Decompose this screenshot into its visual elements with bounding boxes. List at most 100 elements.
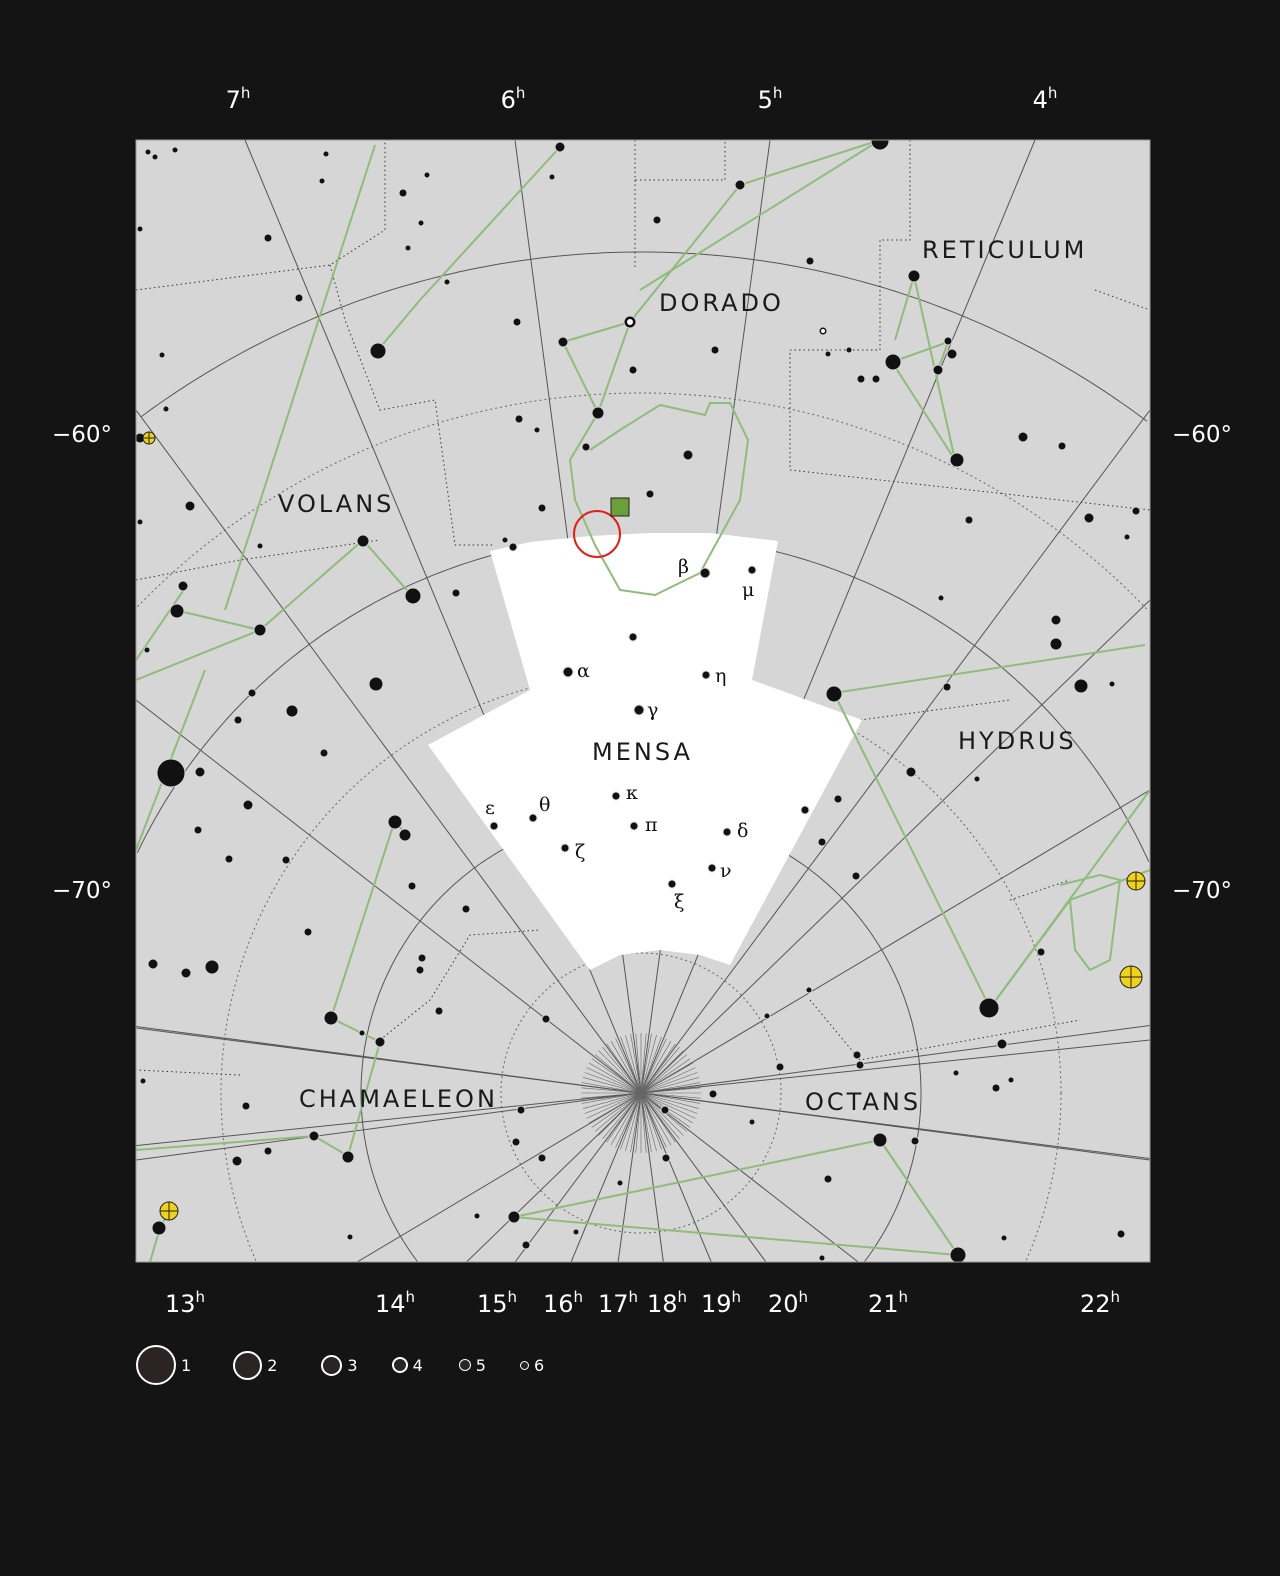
star xyxy=(162,405,170,413)
star-size-icon xyxy=(321,1354,343,1376)
label-hydrus: HYDRUS xyxy=(958,727,1077,755)
star xyxy=(710,345,720,355)
star xyxy=(356,534,370,548)
mensa-region xyxy=(428,533,862,970)
boundary xyxy=(1094,289,1150,311)
star xyxy=(537,1153,547,1163)
star xyxy=(1116,1229,1126,1239)
star xyxy=(652,215,662,225)
ra-line xyxy=(466,599,1150,1262)
ra-line-minor xyxy=(581,1082,642,1094)
star xyxy=(514,414,524,424)
star-label-xi: ξ xyxy=(674,891,684,913)
constellation-line xyxy=(224,144,376,611)
star xyxy=(991,1083,1001,1093)
star xyxy=(1123,533,1131,541)
star xyxy=(855,1060,865,1070)
star xyxy=(591,406,605,420)
ra-line xyxy=(356,789,1150,1262)
variable-star-center xyxy=(627,319,633,325)
star xyxy=(572,1228,580,1236)
star xyxy=(1036,947,1046,957)
star xyxy=(180,967,192,979)
star xyxy=(374,1036,386,1048)
star-label-gamma: γ xyxy=(647,699,658,721)
star xyxy=(508,542,518,552)
star xyxy=(511,1137,521,1147)
star xyxy=(937,594,945,602)
ra-line-minor xyxy=(630,1092,642,1153)
stars xyxy=(136,140,1141,1262)
ra-label-5h: 5h xyxy=(757,84,783,114)
star xyxy=(943,336,953,346)
star xyxy=(763,1012,771,1020)
star xyxy=(661,1153,671,1163)
star xyxy=(368,676,384,692)
star xyxy=(707,863,717,873)
declination-circle-minor xyxy=(1025,1093,1062,1261)
boundary xyxy=(859,699,1011,721)
boundary xyxy=(136,1069,241,1076)
boundary xyxy=(1009,879,1071,901)
star xyxy=(852,1050,862,1060)
star xyxy=(611,791,621,801)
ra-line-minor xyxy=(640,1092,667,1148)
star xyxy=(407,881,417,891)
star-label-mu: μ xyxy=(742,579,754,601)
ra-line-minor xyxy=(640,1082,701,1094)
ra-line-minor xyxy=(640,1092,672,1146)
ra-line-minor xyxy=(602,1092,642,1140)
star xyxy=(775,1062,785,1072)
ra-line-minor xyxy=(640,1092,676,1143)
ra-line-minor xyxy=(640,1092,647,1153)
ra-line-minor xyxy=(640,1043,676,1094)
star-label-beta: β xyxy=(678,556,689,578)
star xyxy=(823,1174,833,1184)
star xyxy=(308,1130,320,1142)
star xyxy=(139,1077,147,1085)
star xyxy=(1017,431,1029,443)
ra-line-minor xyxy=(615,1038,642,1094)
star xyxy=(323,1010,339,1026)
star xyxy=(907,269,921,283)
ra-line-minor xyxy=(640,1054,688,1094)
star xyxy=(1007,1076,1015,1084)
ra-line-minor xyxy=(584,1072,642,1094)
star xyxy=(616,1179,624,1187)
star xyxy=(156,758,186,788)
star xyxy=(537,503,547,513)
star xyxy=(143,646,151,654)
legend-label: 2 xyxy=(267,1355,278,1375)
star xyxy=(978,997,1000,1019)
ra-line-minor xyxy=(606,1043,642,1094)
star xyxy=(169,603,185,619)
ra-line-minor xyxy=(581,1092,642,1104)
star xyxy=(136,518,144,526)
constellation-line xyxy=(833,644,1146,694)
declination-circle xyxy=(140,251,1148,422)
star xyxy=(973,775,981,783)
star xyxy=(722,827,732,837)
boundary xyxy=(634,140,726,181)
star-label-kappa: κ xyxy=(626,782,638,804)
target-marker-circle xyxy=(573,510,621,558)
planet-cross xyxy=(1120,966,1142,988)
star xyxy=(851,871,861,881)
legend-item-mag-2: 2 xyxy=(233,1350,278,1380)
ra-line-minor xyxy=(602,1046,642,1094)
ra-line-minor xyxy=(610,1040,642,1094)
star xyxy=(628,365,638,375)
star xyxy=(734,179,746,191)
ra-line-minor xyxy=(586,1092,642,1119)
star xyxy=(533,426,541,434)
star xyxy=(231,1155,243,1167)
ra-label-19h: 19h xyxy=(700,1288,742,1318)
star-size-icon xyxy=(136,1345,176,1385)
ra-line-minor xyxy=(594,1092,642,1132)
star-label-pi: π xyxy=(645,814,658,836)
star xyxy=(346,1233,354,1241)
star xyxy=(548,173,556,181)
constellation-line xyxy=(377,146,561,351)
label-dorado: DORADO xyxy=(659,289,784,317)
